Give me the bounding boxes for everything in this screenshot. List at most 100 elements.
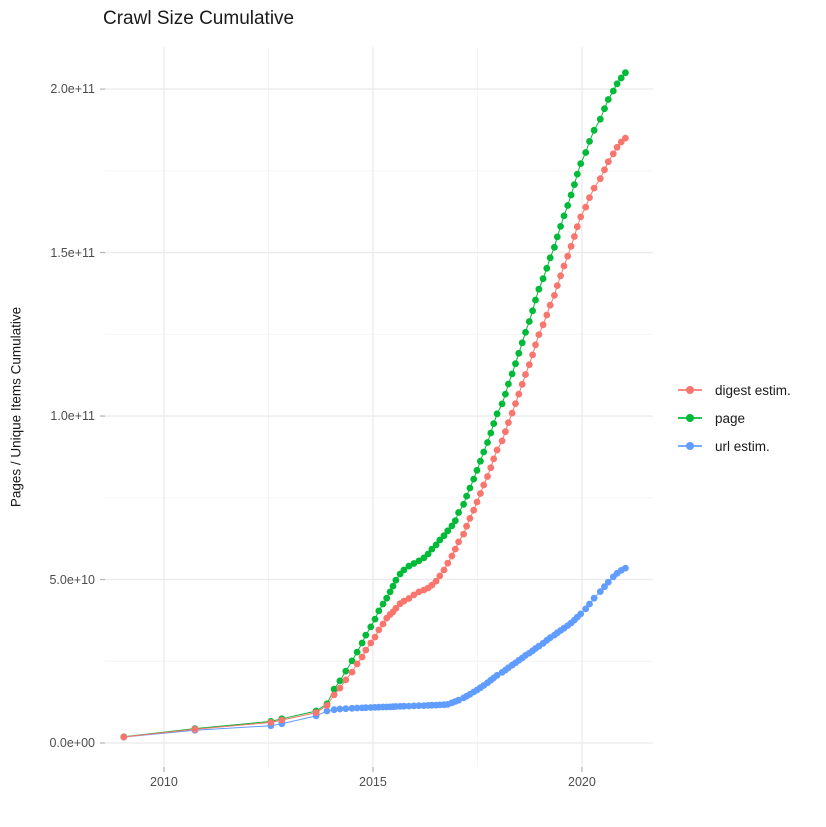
data-point — [493, 446, 501, 454]
data-point — [604, 158, 612, 166]
data-point — [596, 175, 604, 183]
data-point — [596, 115, 604, 123]
data-point — [571, 233, 578, 240]
data-point — [348, 668, 356, 676]
y-tick-label: 1.5e+11 — [50, 245, 95, 260]
data-point — [493, 410, 501, 418]
data-point — [336, 705, 344, 713]
legend-key-digest-estim — [678, 381, 702, 399]
data-point — [586, 600, 593, 608]
data-point — [505, 380, 512, 388]
data-point — [455, 509, 462, 516]
data-point — [582, 203, 590, 211]
data-point — [543, 264, 551, 272]
data-point — [532, 296, 539, 304]
data-point — [604, 96, 612, 103]
data-point — [440, 566, 448, 574]
y-tick-label: 2.0e+11 — [50, 82, 95, 97]
data-point — [573, 170, 581, 178]
data-point — [463, 522, 470, 530]
data-point — [367, 623, 375, 631]
legend-label: url estim. — [715, 438, 770, 454]
data-point — [191, 725, 199, 733]
data-point — [567, 191, 575, 199]
data-point — [392, 604, 400, 612]
data-point — [601, 166, 608, 174]
data-point — [590, 126, 598, 134]
data-point — [564, 202, 572, 209]
data-point — [535, 285, 543, 293]
series-url-estim- — [120, 564, 629, 741]
data-point — [330, 706, 338, 714]
data-point — [353, 660, 361, 668]
data-point — [410, 702, 418, 710]
data-point — [525, 361, 533, 369]
data-point — [622, 134, 629, 142]
data-point — [535, 331, 543, 338]
data-point — [278, 716, 286, 724]
data-point — [348, 704, 356, 712]
x-tick-label: 2020 — [568, 775, 596, 789]
data-point — [551, 243, 558, 251]
data-point — [312, 709, 320, 716]
data-point — [386, 588, 394, 596]
series-page — [120, 69, 629, 741]
data-point — [502, 428, 509, 436]
data-point — [353, 704, 361, 712]
data-point — [371, 615, 379, 623]
data-point — [590, 184, 598, 192]
data-point — [348, 657, 356, 665]
data-point — [470, 506, 478, 514]
data-point — [415, 702, 423, 710]
data-point — [477, 457, 484, 465]
legend-label: digest estim. — [715, 382, 791, 398]
y-tick-label: 1.0e+11 — [50, 409, 95, 424]
data-point — [473, 466, 481, 474]
data-point — [383, 594, 391, 602]
data-point — [477, 490, 484, 497]
data-point — [410, 560, 418, 567]
data-point — [567, 242, 575, 250]
data-point — [358, 653, 366, 661]
data-point — [410, 591, 418, 599]
data-point — [463, 492, 470, 500]
data-point — [436, 572, 444, 580]
data-point — [582, 605, 590, 613]
data-point — [543, 311, 551, 319]
legend-dot-icon — [686, 442, 694, 450]
data-point — [342, 676, 350, 684]
legend-dot-icon — [686, 414, 694, 422]
data-point — [613, 80, 621, 88]
data-point — [323, 707, 331, 715]
data-point — [546, 254, 554, 262]
data-point — [362, 631, 370, 639]
data-point — [512, 360, 519, 368]
data-point — [330, 685, 338, 693]
y-tick-label: 5.0e+10 — [49, 572, 95, 587]
data-point — [358, 639, 366, 647]
legend-item-url-estim: url estim. — [678, 437, 791, 455]
data-point — [444, 559, 452, 567]
data-point — [622, 564, 629, 572]
data-point — [400, 702, 408, 710]
data-point — [336, 677, 344, 685]
series-line — [123, 137, 626, 738]
data-point — [484, 439, 491, 446]
data-point — [460, 500, 467, 508]
data-point — [573, 223, 581, 231]
data-point — [515, 390, 523, 398]
data-point — [120, 733, 128, 741]
data-point — [590, 594, 598, 602]
data-point — [436, 536, 444, 544]
data-point — [553, 233, 561, 241]
data-point — [375, 607, 383, 615]
data-point — [392, 576, 400, 584]
data-point — [518, 380, 526, 388]
data-point — [362, 646, 370, 654]
data-point — [448, 522, 456, 530]
data-point — [405, 595, 413, 602]
data-point — [609, 150, 617, 158]
data-point — [532, 341, 539, 349]
